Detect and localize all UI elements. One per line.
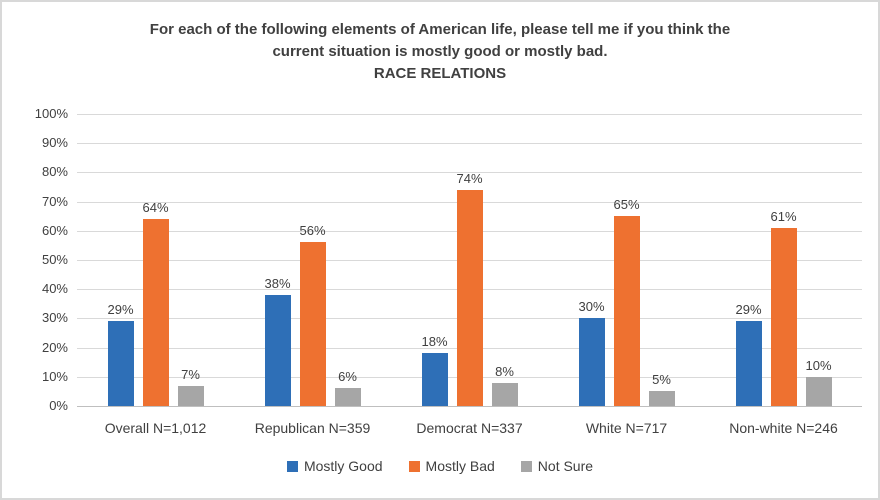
bar-wrap-mostly-good-democrat-n-337: 18% <box>421 114 448 406</box>
legend: Mostly Good Mostly Bad Not Sure <box>2 458 878 474</box>
bar-value-label-mostly-bad-non-white-n-246: 61% <box>770 208 797 224</box>
y-tick-label-80: 80% <box>41 164 68 180</box>
bar-mostly-bad-republican-n-359 <box>299 242 326 406</box>
legend-swatch-icon-mostly-bad <box>408 460 420 472</box>
chart-title-line-1: For each of the following elements of Am… <box>149 21 731 38</box>
bar-wrap-not-sure-overall-n-1-012: 7% <box>177 114 204 406</box>
chart-title-line-2: current situation is mostly good or most… <box>272 43 608 60</box>
bar-wrap-mostly-good-republican-n-359: 38% <box>264 114 291 406</box>
bar-mostly-good-democrat-n-337 <box>421 353 448 406</box>
bar-wrap-not-sure-non-white-n-246: 10% <box>805 114 832 406</box>
bar-wrap-mostly-good-white-n-717: 30% <box>578 114 605 406</box>
x-tick-label-democrat-n-337: Democrat N=337 <box>416 420 523 436</box>
bar-value-label-not-sure-democrat-n-337: 8% <box>495 363 514 379</box>
y-tick-label-90: 90% <box>41 135 68 151</box>
bar-wrap-mostly-good-overall-n-1-012: 29% <box>107 114 134 406</box>
bar-mostly-good-non-white-n-246 <box>735 321 762 406</box>
bar-group-republican-n-359: 38% 56% 6% <box>234 114 391 406</box>
bar-value-label-mostly-good-democrat-n-337: 18% <box>421 334 448 350</box>
y-tick-label-70: 70% <box>41 193 68 209</box>
x-tick-label-republican-n-359: Republican N=359 <box>254 420 371 436</box>
bar-value-label-mostly-good-white-n-717: 30% <box>578 299 605 315</box>
y-tick-label-0: 0% <box>49 398 68 413</box>
legend-label-mostly-bad: Mostly Bad <box>425 458 495 474</box>
bar-mostly-good-republican-n-359 <box>264 295 291 406</box>
bar-groups: 29% 64% 7% 38% 56% 6% 18% 74% 8% 30% 65% 5% 29% 61% 10… <box>77 114 862 406</box>
plot-area: 29% 64% 7% 38% 56% 6% 18% 74% 8% 30% 65% 5% 29% 61% 10… <box>77 114 862 407</box>
bar-wrap-mostly-bad-white-n-717: 65% <box>613 114 640 406</box>
bar-wrap-mostly-bad-republican-n-359: 56% <box>299 114 326 406</box>
y-tick-label-60: 60% <box>41 222 68 238</box>
bar-not-sure-democrat-n-337 <box>491 382 518 406</box>
x-tick-label-overall-n-1-012: Overall N=1,012 <box>104 420 207 436</box>
legend-item-mostly-good: Mostly Good <box>286 458 383 474</box>
y-tick-label-20: 20% <box>41 339 68 355</box>
bar-value-label-mostly-good-overall-n-1-012: 29% <box>107 302 134 318</box>
legend-item-mostly-bad: Mostly Bad <box>408 458 495 474</box>
legend-swatch-icon-not-sure <box>520 460 532 472</box>
bar-group-non-white-n-246: 29% 61% 10% <box>705 114 862 406</box>
bar-wrap-mostly-bad-non-white-n-246: 61% <box>770 114 797 406</box>
bar-value-label-mostly-bad-white-n-717: 65% <box>613 197 640 213</box>
bar-not-sure-non-white-n-246 <box>805 376 832 406</box>
bar-group-democrat-n-337: 18% 74% 8% <box>391 114 548 406</box>
chart-title: For each of the following elements of Am… <box>2 19 878 85</box>
bar-value-label-mostly-good-non-white-n-246: 29% <box>735 302 762 318</box>
bar-value-label-mostly-good-republican-n-359: 38% <box>264 276 291 292</box>
bar-wrap-not-sure-democrat-n-337: 8% <box>491 114 518 406</box>
y-tick-label-50: 50% <box>41 252 68 267</box>
bar-value-label-not-sure-republican-n-359: 6% <box>338 369 357 385</box>
x-tick-label-non-white-n-246: Non-white N=246 <box>729 420 838 436</box>
bar-wrap-not-sure-white-n-717: 5% <box>648 114 675 406</box>
bar-wrap-not-sure-republican-n-359: 6% <box>334 114 361 406</box>
bar-value-label-not-sure-white-n-717: 5% <box>652 372 671 388</box>
bar-mostly-good-overall-n-1-012 <box>107 321 134 406</box>
y-tick-label-30: 30% <box>41 310 68 326</box>
gridline-0 <box>77 406 862 407</box>
bar-not-sure-white-n-717 <box>648 391 675 406</box>
bar-mostly-bad-democrat-n-337 <box>456 189 483 406</box>
y-tick-label-40: 40% <box>41 281 68 297</box>
bar-group-overall-n-1-012: 29% 64% 7% <box>77 114 234 406</box>
bar-wrap-mostly-bad-overall-n-1-012: 64% <box>142 114 169 406</box>
bar-mostly-bad-non-white-n-246 <box>770 227 797 406</box>
bar-value-label-not-sure-non-white-n-246: 10% <box>805 357 832 373</box>
legend-label-not-sure: Not Sure <box>537 458 594 474</box>
chart-subtitle: RACE RELATIONS <box>373 65 507 82</box>
bar-mostly-bad-white-n-717 <box>613 216 640 406</box>
bar-wrap-mostly-good-non-white-n-246: 29% <box>735 114 762 406</box>
legend-label-mostly-good: Mostly Good <box>303 458 383 474</box>
bar-mostly-bad-overall-n-1-012 <box>142 219 169 406</box>
x-axis: Overall N=1,012 Republican N=359 Democrat … <box>77 419 862 437</box>
bar-value-label-mostly-bad-republican-n-359: 56% <box>299 223 326 239</box>
bar-not-sure-republican-n-359 <box>334 388 361 406</box>
bar-wrap-mostly-bad-democrat-n-337: 74% <box>456 114 483 406</box>
legend-item-not-sure: Not Sure <box>520 458 594 474</box>
bar-group-white-n-717: 30% 65% 5% <box>548 114 705 406</box>
bar-value-label-mostly-bad-democrat-n-337: 74% <box>456 170 483 186</box>
gridline-90 <box>77 143 862 145</box>
y-tick-label-100: 100% <box>34 106 68 121</box>
legend-swatch-icon-mostly-good <box>286 460 298 472</box>
y-tick-label-10: 10% <box>41 368 68 384</box>
bar-value-label-not-sure-overall-n-1-012: 7% <box>181 366 200 382</box>
gridline-100 <box>77 114 862 115</box>
bar-mostly-good-white-n-717 <box>578 318 605 406</box>
bar-value-label-mostly-bad-overall-n-1-012: 64% <box>142 200 169 216</box>
bar-not-sure-overall-n-1-012 <box>177 385 204 406</box>
x-tick-label-white-n-717: White N=717 <box>585 420 668 436</box>
gridline-80 <box>77 172 862 174</box>
y-axis: 0% 10% 20% 30% 40% 50% 60% 70% 80% 90% 100% <box>2 106 68 413</box>
